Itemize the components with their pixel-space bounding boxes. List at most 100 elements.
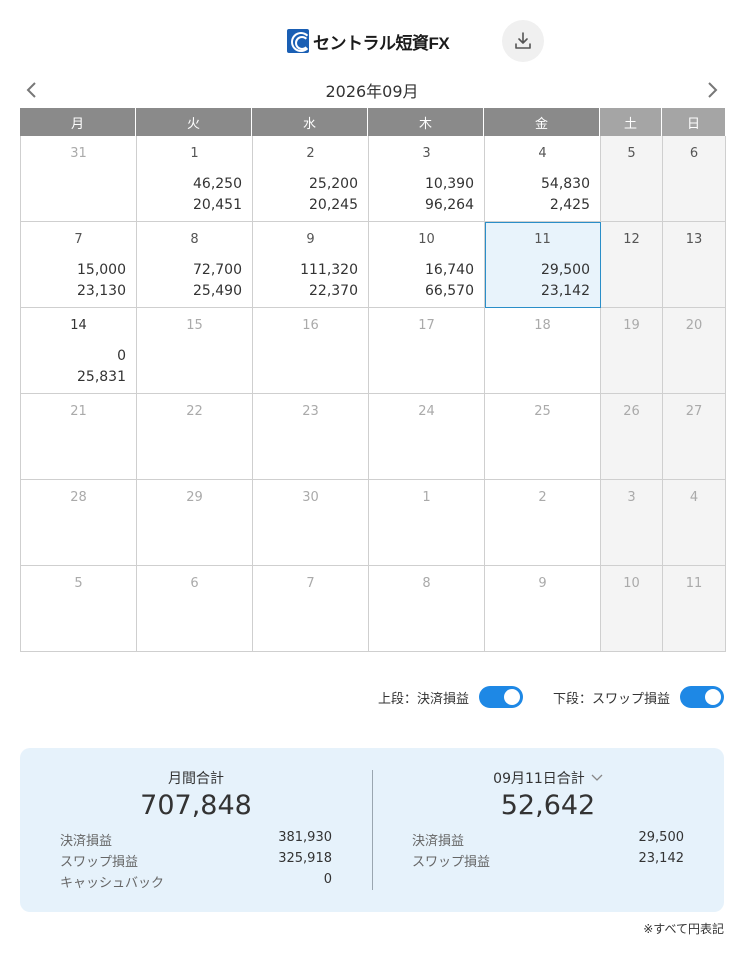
calendar-day-cell[interactable]: 9 111,320 22,370 xyxy=(253,222,369,308)
app-header: セントラル短資FX xyxy=(0,18,744,64)
settlement-pl-value: 16,740 xyxy=(425,262,474,278)
calendar-day-cell[interactable]: 23 xyxy=(253,394,369,480)
summary-divider xyxy=(372,770,373,890)
monthly-row-cashback: キャッシュバック 0 xyxy=(60,872,332,892)
day-number: 14 xyxy=(70,318,87,333)
daily-summary: 09月11日合計 52,642 決済損益 29,500 スワップ損益 23,14… xyxy=(372,748,724,912)
row-label: スワップ損益 xyxy=(60,855,139,870)
calendar-day-cell[interactable]: 10 xyxy=(601,566,663,652)
day-number: 10 xyxy=(623,576,640,591)
calendar-day-cell[interactable]: 28 xyxy=(21,480,137,566)
weekday-sat: 土 xyxy=(600,108,662,136)
currency-footnote: ※すべて円表記 xyxy=(643,922,724,936)
next-month-button[interactable] xyxy=(700,78,724,102)
day-number: 13 xyxy=(685,232,703,247)
calendar-day-cell[interactable]: 8 72,700 25,490 xyxy=(137,222,253,308)
row-label: キャッシュバック xyxy=(60,876,165,891)
calendar-day-cell[interactable]: 3 10,390 96,264 xyxy=(369,136,485,222)
calendar-day-cell[interactable]: 21 xyxy=(21,394,137,480)
day-number: 8 xyxy=(422,576,431,591)
swap-pl-value: 25,831 xyxy=(77,369,126,385)
calendar-day-cell[interactable]: 4 54,830 2,425 xyxy=(485,136,601,222)
lower-row-toggle-group: 下段：スワップ損益 xyxy=(553,684,725,710)
calendar-day-cell[interactable]: 6 xyxy=(663,136,726,222)
calendar-day-cell[interactable]: 8 xyxy=(369,566,485,652)
swap-pl-value: 23,142 xyxy=(541,283,590,299)
row-value: 381,930 xyxy=(278,830,332,845)
calendar-day-cell[interactable]: 11 29,500 23,142 xyxy=(485,222,601,308)
day-number: 20 xyxy=(685,318,703,333)
calendar-day-cell[interactable]: 1 46,250 20,451 xyxy=(137,136,253,222)
calendar-day-cell[interactable]: 7 15,000 23,130 xyxy=(21,222,137,308)
day-number: 7 xyxy=(306,576,315,591)
row-value: 0 xyxy=(323,872,332,887)
calendar-day-cell[interactable]: 5 xyxy=(21,566,137,652)
row-label: 決済損益 xyxy=(60,834,113,849)
download-button[interactable] xyxy=(502,20,544,62)
lower-row-toggle-label: 下段：スワップ損益 xyxy=(553,691,671,707)
monthly-row-swap: スワップ損益 325,918 xyxy=(60,851,332,871)
calendar-day-cell[interactable]: 31 xyxy=(21,136,137,222)
lower-row-toggle-switch[interactable] xyxy=(680,686,725,708)
prev-month-button[interactable] xyxy=(20,78,44,102)
day-number: 11 xyxy=(685,576,703,591)
calendar-day-cell[interactable]: 17 xyxy=(369,308,485,394)
upper-row-toggle-switch[interactable] xyxy=(479,686,524,708)
day-number: 8 xyxy=(190,232,199,247)
calendar-day-cell[interactable]: 10 16,740 66,570 xyxy=(369,222,485,308)
day-number: 18 xyxy=(534,318,551,333)
day-number: 4 xyxy=(538,146,547,161)
calendar-day-cell[interactable]: 9 xyxy=(485,566,601,652)
row-value: 325,918 xyxy=(278,851,332,866)
settlement-pl-value: 15,000 xyxy=(77,262,126,278)
calendar-day-cell[interactable]: 26 xyxy=(601,394,663,480)
monthly-row-settlement: 決済損益 381,930 xyxy=(60,830,332,850)
calendar-day-cell[interactable]: 4 xyxy=(663,480,726,566)
swap-pl-value: 20,245 xyxy=(309,197,358,213)
day-number: 30 xyxy=(302,490,319,505)
calendar-day-cell[interactable]: 30 xyxy=(253,480,369,566)
day-number: 3 xyxy=(422,146,431,161)
calendar-day-cell[interactable]: 13 xyxy=(663,222,726,308)
upper-row-toggle-label: 上段：決済損益 xyxy=(378,691,470,707)
calendar-day-cell[interactable]: 25 xyxy=(485,394,601,480)
day-number: 9 xyxy=(306,232,315,247)
weekday-mon: 月 xyxy=(20,108,136,136)
calendar-day-cell[interactable]: 29 xyxy=(137,480,253,566)
daily-row-settlement: 決済損益 29,500 xyxy=(412,830,684,850)
day-number: 5 xyxy=(74,576,83,591)
toggle-knob xyxy=(705,689,722,705)
calendar-day-cell[interactable]: 15 xyxy=(137,308,253,394)
calendar-day-cell[interactable]: 1 xyxy=(369,480,485,566)
calendar-day-cell[interactable]: 5 xyxy=(601,136,663,222)
calendar-day-cell[interactable]: 16 xyxy=(253,308,369,394)
row-value: 29,500 xyxy=(638,830,685,845)
calendar-day-cell[interactable]: 7 xyxy=(253,566,369,652)
pl-calendar: 月 火 水 木 金 土 日 31 1 46,250 20,451 2 25,200 20,2… xyxy=(20,108,726,652)
calendar-day-cell[interactable]: 2 25,200 20,245 xyxy=(253,136,369,222)
calendar-day-cell[interactable]: 3 xyxy=(601,480,663,566)
calendar-day-cell[interactable]: 27 xyxy=(663,394,726,480)
swap-pl-value: 66,570 xyxy=(425,283,474,299)
chevron-right-icon xyxy=(708,82,718,98)
calendar-day-cell[interactable]: 2 xyxy=(485,480,601,566)
calendar-day-cell[interactable]: 6 xyxy=(137,566,253,652)
calendar-day-cell[interactable]: 18 xyxy=(485,308,601,394)
day-number: 6 xyxy=(689,146,699,161)
settlement-pl-value: 111,320 xyxy=(300,262,358,278)
brand-logo-icon xyxy=(287,29,309,53)
calendar-day-cell[interactable]: 24 xyxy=(369,394,485,480)
calendar-day-cell[interactable]: 11 xyxy=(663,566,726,652)
calendar-day-cell[interactable]: 19 xyxy=(601,308,663,394)
row-label: 決済損益 xyxy=(412,834,465,849)
calendar-day-cell[interactable]: 20 xyxy=(663,308,726,394)
month-title: 2026年09月 xyxy=(325,82,419,101)
day-number: 28 xyxy=(70,490,87,505)
day-number: 2 xyxy=(538,490,547,505)
calendar-day-cell[interactable]: 22 xyxy=(137,394,253,480)
daily-summary-dropdown[interactable]: 09月11日合計 xyxy=(493,768,603,788)
daily-total: 52,642 xyxy=(500,790,596,821)
calendar-day-cell[interactable]: 12 xyxy=(601,222,663,308)
calendar-day-cell[interactable]: 14 0 25,831 xyxy=(21,308,137,394)
day-number: 25 xyxy=(534,404,551,419)
